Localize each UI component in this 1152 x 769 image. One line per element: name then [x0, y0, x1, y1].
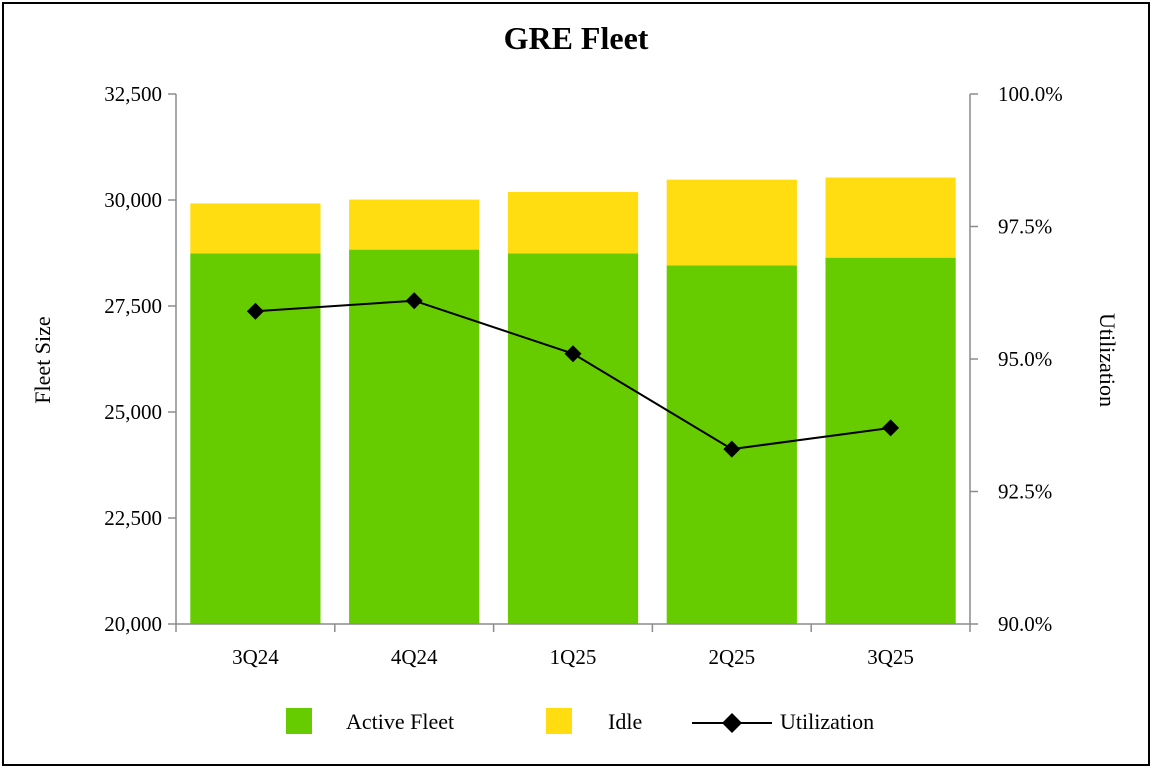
legend-swatch-idle — [546, 708, 572, 734]
bar-active-fleet-1Q25 — [507, 253, 639, 624]
fleet-chart: GRE Fleet 20,000 22,500 25,000 27,500 30,000… — [30, 20, 1120, 734]
y-tick-label-left: 20,000 — [104, 612, 162, 636]
y-tick-label-left: 30,000 — [104, 188, 162, 212]
legend-label-active-fleet: Active Fleet — [346, 709, 454, 734]
x-tick-label-3Q25: 3Q25 — [867, 645, 914, 669]
y-tick-label-left: 25,000 — [104, 400, 162, 424]
utilization-point-1Q25 — [564, 345, 582, 363]
utilization-point-4Q24 — [405, 292, 423, 310]
bar-idle-3Q25 — [825, 177, 956, 258]
y-axis-label-left: Fleet Size — [30, 316, 55, 403]
x-tick-label-4Q24: 4Q24 — [391, 645, 438, 669]
bar-idle-3Q24 — [190, 203, 321, 254]
y-tick-label-left: 22,500 — [104, 506, 162, 530]
y-tick-label-left: 27,500 — [104, 294, 162, 318]
y-tick-label-right: 97.5% — [998, 215, 1052, 239]
legend-label-idle: Idle — [608, 709, 642, 734]
bar-idle-1Q25 — [507, 191, 639, 254]
axes-group: 20,000 22,500 25,000 27,500 30,000 32,500 90.0… — [104, 82, 1063, 669]
bar-active-fleet-4Q24 — [349, 249, 480, 624]
y-tick-label-left: 32,500 — [104, 82, 162, 106]
y-axis-label-right: Utilization — [1095, 313, 1120, 407]
chart-title: GRE Fleet — [504, 20, 649, 56]
utilization-point-3Q25 — [882, 419, 900, 437]
x-tick-label-3Q24: 3Q24 — [232, 645, 279, 669]
legend: Active Fleet Idle Utilization — [286, 708, 874, 734]
legend-diamond-icon — [722, 713, 742, 733]
x-tick-label-2Q25: 2Q25 — [708, 645, 755, 669]
x-tick-label-1Q25: 1Q25 — [550, 645, 597, 669]
bars-group — [190, 177, 956, 624]
legend-label-utilization: Utilization — [780, 709, 874, 734]
y-tick-label-right: 95.0% — [998, 347, 1052, 371]
utilization-point-3Q24 — [246, 302, 264, 320]
legend-swatch-active-fleet — [286, 708, 312, 734]
bar-idle-2Q25 — [666, 179, 797, 266]
bar-idle-4Q24 — [349, 199, 480, 250]
y-tick-label-right: 92.5% — [998, 480, 1052, 504]
bar-active-fleet-3Q25 — [825, 257, 956, 624]
y-tick-label-right: 90.0% — [998, 612, 1052, 636]
utilization-line-group — [246, 292, 900, 458]
utilization-point-2Q25 — [723, 440, 741, 458]
y-tick-label-right: 100.0% — [998, 82, 1063, 106]
